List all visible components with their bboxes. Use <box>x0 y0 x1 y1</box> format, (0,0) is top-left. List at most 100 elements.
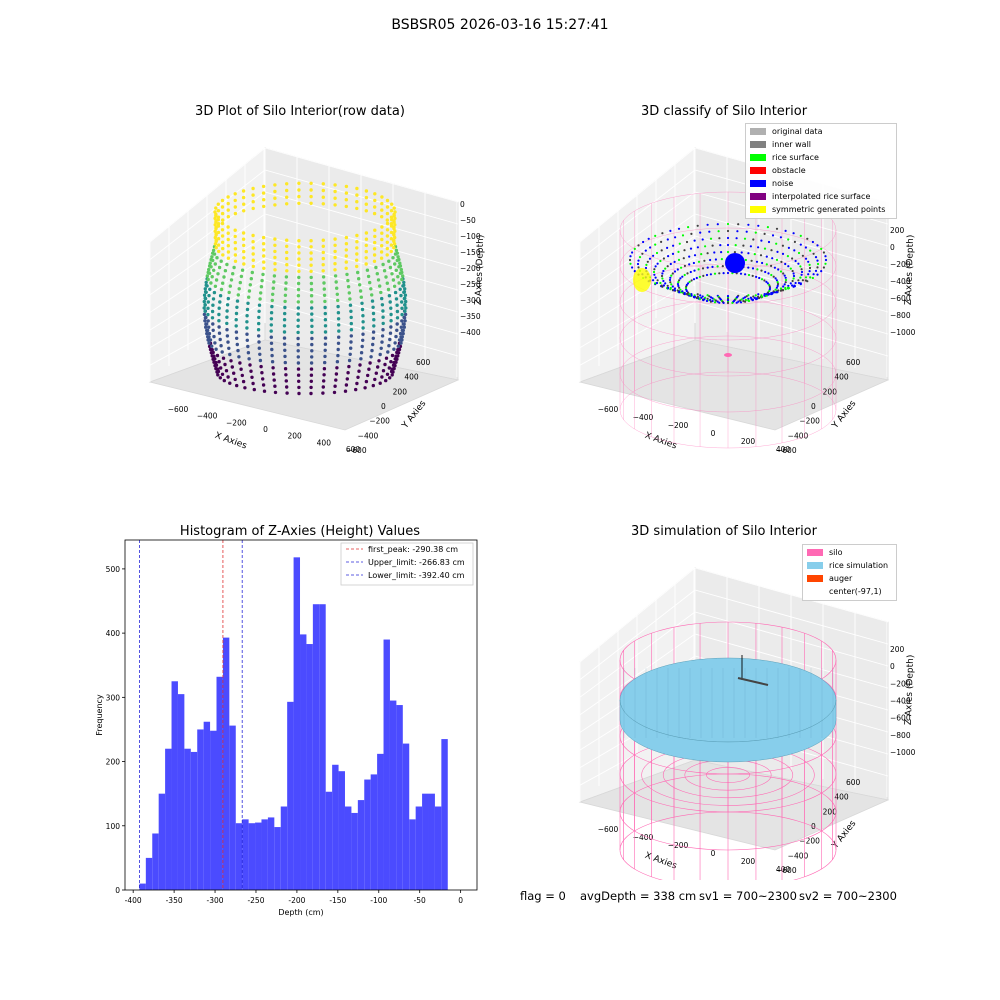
classified-point <box>760 295 764 298</box>
raw-point <box>282 336 287 340</box>
classified-point <box>706 266 709 269</box>
raw-point <box>323 324 328 328</box>
histogram-bar <box>203 721 211 890</box>
raw-point <box>222 275 226 279</box>
raw-point <box>360 301 364 305</box>
raw-point <box>385 198 390 203</box>
raw-point <box>260 371 264 375</box>
classified-point <box>804 257 808 260</box>
raw-point <box>247 357 251 361</box>
y-tick-label: −400 <box>358 431 379 440</box>
raw-point <box>203 319 207 323</box>
raw-point <box>261 377 265 381</box>
raw-point <box>321 385 325 389</box>
raw-point <box>237 287 241 291</box>
raw-point <box>380 244 384 248</box>
raw-point <box>218 376 222 380</box>
raw-point <box>282 324 287 328</box>
raw-point <box>360 344 364 349</box>
legend-label: interpolated rice surface <box>772 192 871 201</box>
classified-point <box>760 269 763 272</box>
raw-point <box>296 294 301 298</box>
raw-point <box>364 379 369 384</box>
raw-point <box>333 196 337 200</box>
classified-point <box>679 277 682 280</box>
x-tick-label: −600 <box>598 405 619 414</box>
classified-point <box>740 298 743 301</box>
raw-point <box>364 231 369 235</box>
raw-point <box>297 269 301 273</box>
simulation-3d-plot: −600 −400 −200 0 200 400 600 400 200 0 −200 −400 −60… <box>578 566 916 880</box>
legend-label: Lower_limit: -392.40 cm <box>368 571 465 580</box>
raw-point <box>296 306 300 310</box>
classified-point <box>648 257 652 260</box>
raw-point <box>239 367 243 371</box>
raw-point <box>204 322 208 326</box>
raw-point <box>283 348 287 352</box>
classified-point <box>693 254 697 257</box>
raw-point <box>347 364 351 369</box>
classified-point <box>801 254 804 257</box>
raw-point <box>214 278 219 282</box>
raw-point <box>392 206 396 210</box>
raw-point <box>206 300 210 304</box>
classified-point <box>816 262 820 266</box>
classified-point <box>654 243 657 246</box>
histogram-chart: -400 -350 -300 -250 -200 -150 -100 -50 0 0 100 200 3… <box>95 539 478 917</box>
classified-point <box>671 289 675 292</box>
raw-point <box>403 312 408 317</box>
raw-point <box>233 253 238 257</box>
raw-point <box>373 192 377 196</box>
raw-point <box>364 237 369 241</box>
grid-line <box>694 213 889 269</box>
classified-point <box>811 240 814 244</box>
raw-point <box>221 281 225 285</box>
x-tick-label: 200 <box>741 437 756 446</box>
raw-point <box>309 239 313 243</box>
raw-point <box>397 347 402 352</box>
classified-point <box>641 252 644 255</box>
rice-mesh <box>623 668 834 738</box>
x-tick-label: 0 <box>711 849 716 858</box>
histogram-bar <box>428 793 435 890</box>
footer-flag: flag = 0 <box>520 889 566 903</box>
classified-point <box>744 273 747 276</box>
raw-point <box>210 255 214 259</box>
classified-point <box>684 286 688 290</box>
classified-point <box>705 273 709 277</box>
raw-point <box>380 334 385 338</box>
raw-point <box>216 272 220 276</box>
raw-point <box>372 324 376 328</box>
classified-point <box>797 279 800 282</box>
classified-point <box>660 240 663 243</box>
classified-point <box>791 279 794 283</box>
raw-3d-plot: −600 −400 −200 0 200 400 600 600 400 200 0 −200 −400… <box>148 146 486 455</box>
classify-plot-title: 3D classify of Silo Interior <box>640 104 808 119</box>
raw-point <box>335 286 339 290</box>
histogram-bar <box>332 764 339 890</box>
classified-point <box>673 260 676 263</box>
classified-point <box>770 249 773 252</box>
raw-point <box>310 306 314 310</box>
raw-point <box>233 247 238 251</box>
classified-point <box>653 268 656 271</box>
histogram-bar <box>338 771 345 890</box>
raw-point <box>221 356 226 360</box>
raw-point <box>234 311 239 316</box>
classified-point <box>777 289 780 292</box>
classified-point <box>751 267 755 270</box>
raw-point <box>207 293 211 298</box>
classified-point <box>809 249 812 252</box>
raw-point <box>370 348 374 353</box>
raw-point <box>386 287 391 292</box>
x-axis-label: X Axies <box>213 431 248 452</box>
raw-point <box>257 340 261 344</box>
classified-point <box>824 258 828 262</box>
raw-point <box>248 283 252 287</box>
raw-point <box>220 205 225 209</box>
raw-point <box>273 390 278 395</box>
y-tick-label: −200 <box>799 417 820 426</box>
raw-point <box>389 360 393 364</box>
raw-point <box>322 281 326 285</box>
histogram-bar <box>389 700 397 890</box>
